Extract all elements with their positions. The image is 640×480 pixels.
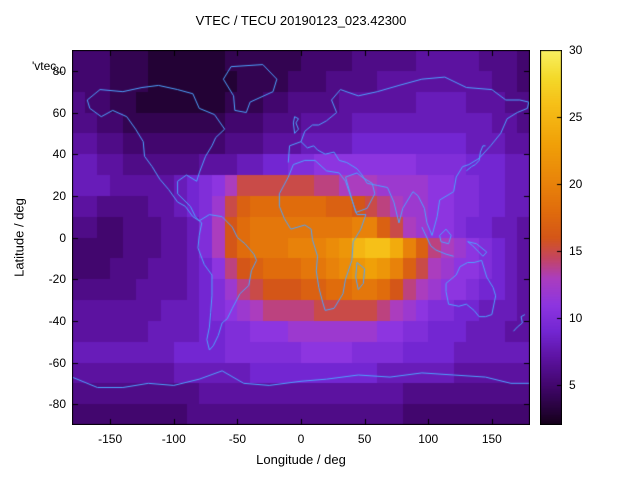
x-tick-label: 150 (481, 432, 502, 446)
colorbar-tick-label: 20 (569, 176, 583, 191)
x-tick-label: -100 (161, 432, 186, 446)
colorbar-tick-label: 10 (569, 310, 583, 325)
y-tick-label: 0 (59, 230, 66, 245)
colorbar-tick-label: 25 (569, 109, 583, 124)
colorbar-tick-label: 30 (569, 43, 583, 57)
colorbar-tick-label: 15 (569, 243, 583, 258)
x-tick-label: -50 (228, 432, 247, 446)
x-tick-label: 100 (418, 432, 439, 446)
chart-title: VTEC / TECU 20190123_023.42300 (195, 13, 407, 28)
colorbar-canvas (540, 50, 562, 425)
y-tick-label: 40 (52, 147, 66, 162)
x-axis-title: Longitude / deg (256, 452, 346, 467)
y-tick-label: 60 (52, 105, 66, 120)
y-tick-label: -20 (48, 272, 66, 287)
y-tick-label: -80 (48, 397, 66, 412)
colorbar-tick-label: 5 (569, 377, 576, 392)
y-tick-label: 80 (52, 63, 66, 78)
legend-key-label: 'vtec_ (32, 59, 63, 73)
y-tick-label: -40 (48, 313, 66, 328)
x-tick-label: 50 (357, 432, 372, 446)
y-tick-label: -60 (48, 355, 66, 370)
x-tick-label: -150 (98, 432, 123, 446)
y-tick-label: 20 (52, 188, 66, 203)
world-map-heatmap-canvas (72, 50, 530, 425)
x-tick-label: 0 (297, 432, 305, 446)
y-axis-title: Latitude / deg (11, 198, 27, 277)
